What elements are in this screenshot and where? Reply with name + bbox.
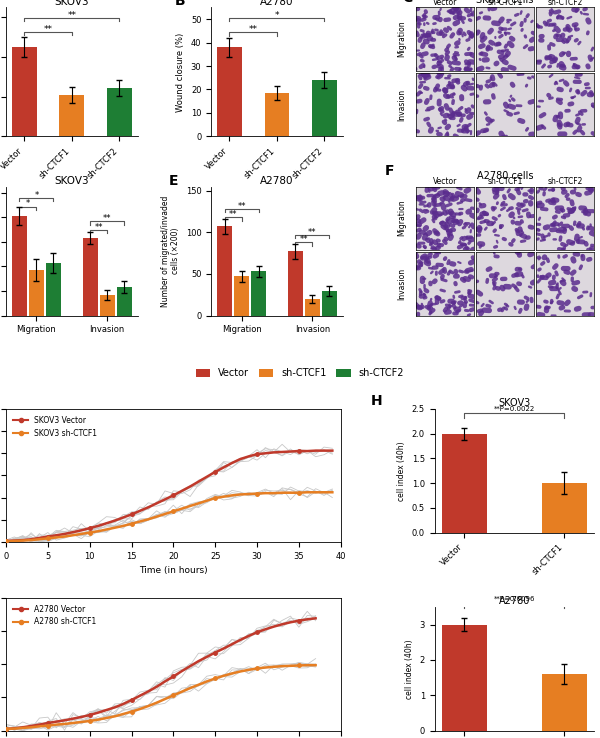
Text: **: **: [94, 223, 103, 232]
Bar: [107, 88, 131, 137]
Title: A2780: A2780: [499, 596, 530, 606]
Bar: [288, 252, 303, 316]
Text: **: **: [249, 25, 258, 34]
Bar: [322, 291, 337, 316]
Text: B: B: [174, 0, 185, 8]
Text: F: F: [385, 165, 394, 179]
Text: *: *: [34, 190, 38, 200]
Text: Invasion: Invasion: [397, 268, 406, 300]
Y-axis label: Number of migrated/invaded
cells (×200): Number of migrated/invaded cells (×200): [161, 196, 180, 307]
Bar: [46, 263, 61, 316]
Text: **: **: [67, 10, 76, 20]
Title: Vector: Vector: [433, 0, 457, 7]
Bar: [442, 434, 487, 533]
Y-axis label: cell index (40h): cell index (40h): [397, 441, 406, 500]
Text: E: E: [169, 173, 179, 187]
Y-axis label: cell index (40h): cell index (40h): [405, 639, 414, 699]
Text: *: *: [26, 199, 30, 208]
Text: **P=0.0096: **P=0.0096: [494, 596, 535, 602]
Text: **: **: [238, 201, 246, 211]
Bar: [83, 238, 98, 316]
Text: *: *: [275, 11, 279, 20]
Bar: [59, 94, 84, 137]
Bar: [217, 47, 242, 137]
Legend: SKOV3 Vector, SKOV3 sh-CTCF1: SKOV3 Vector, SKOV3 sh-CTCF1: [10, 413, 100, 441]
Text: Invasion: Invasion: [397, 89, 406, 121]
Title: SKOV3: SKOV3: [55, 176, 89, 186]
Legend: Vector, sh-CTCF1, sh-CTCF2: Vector, sh-CTCF1, sh-CTCF2: [192, 365, 408, 382]
Y-axis label: Wound closure (%): Wound closure (%): [176, 32, 185, 111]
Text: **: **: [308, 227, 317, 236]
Bar: [251, 272, 266, 316]
Text: **: **: [44, 24, 53, 33]
Bar: [100, 294, 115, 316]
Bar: [29, 270, 44, 316]
Bar: [117, 287, 131, 316]
Title: sh-CTCF1: sh-CTCF1: [487, 177, 523, 187]
Text: A2780 cells: A2780 cells: [477, 170, 533, 181]
Bar: [12, 216, 27, 316]
Title: sh-CTCF2: sh-CTCF2: [547, 177, 583, 187]
Title: sh-CTCF2: sh-CTCF2: [547, 0, 583, 7]
Bar: [12, 47, 37, 137]
Text: SKOV3 cells: SKOV3 cells: [476, 0, 534, 5]
Text: Migration: Migration: [397, 200, 406, 236]
Bar: [305, 299, 320, 316]
Bar: [542, 674, 587, 731]
Bar: [442, 624, 487, 731]
Bar: [542, 483, 587, 533]
Text: **: **: [299, 235, 308, 244]
Title: SKOV3: SKOV3: [498, 399, 530, 408]
Text: Migration: Migration: [397, 21, 406, 58]
Text: **P=0.0022: **P=0.0022: [494, 406, 535, 412]
Legend: A2780 Vector, A2780 sh-CTCF1: A2780 Vector, A2780 sh-CTCF1: [10, 601, 100, 630]
Title: sh-CTCF1: sh-CTCF1: [487, 0, 523, 7]
Bar: [265, 93, 289, 137]
Bar: [217, 227, 232, 316]
Text: SKOV3 cells: SKOV3 cells: [476, 0, 534, 1]
Title: A2780: A2780: [260, 0, 294, 7]
X-axis label: Time (in hours): Time (in hours): [139, 566, 208, 575]
Title: Vector: Vector: [433, 177, 457, 187]
Text: C: C: [402, 0, 412, 5]
Title: SKOV3: SKOV3: [55, 0, 89, 7]
Text: H: H: [371, 394, 382, 408]
Title: A2780: A2780: [260, 176, 294, 186]
Text: **: **: [103, 214, 112, 223]
Bar: [312, 80, 337, 137]
Bar: [234, 277, 249, 316]
Text: **: **: [229, 210, 238, 219]
